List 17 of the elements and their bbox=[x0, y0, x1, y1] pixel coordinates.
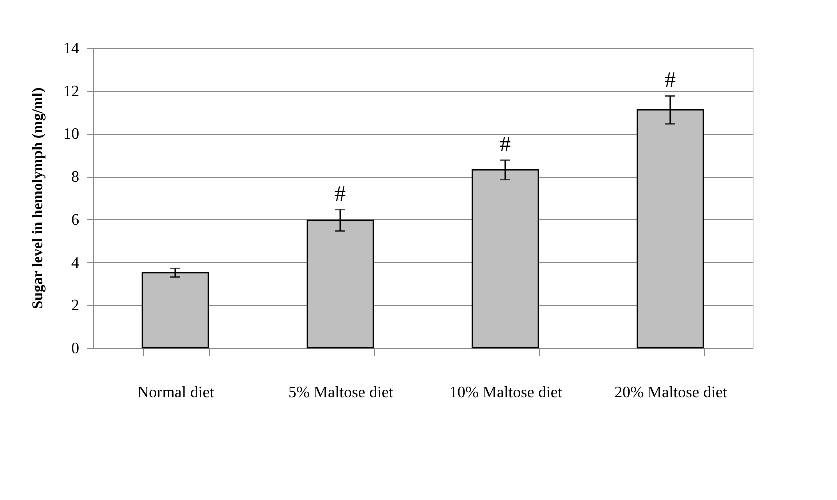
y-axis-title: Sugar level in hemolymph (mg/ml) bbox=[30, 88, 46, 310]
annotation: # bbox=[665, 67, 676, 92]
y-tick-label: 6 bbox=[72, 212, 80, 229]
y-tick-label: 2 bbox=[72, 298, 80, 315]
y-tick-label: 12 bbox=[64, 83, 80, 100]
y-tick-label: 4 bbox=[72, 254, 80, 272]
y-tick-label: 8 bbox=[72, 169, 80, 186]
bar bbox=[142, 272, 210, 349]
y-tick-label: 14 bbox=[64, 40, 80, 58]
annotation: # bbox=[335, 180, 346, 206]
x-tick-label: 5% Maltose diet bbox=[288, 384, 394, 402]
x-tick-label: 20% Maltose diet bbox=[614, 384, 728, 402]
y-tick-label: 0 bbox=[72, 340, 80, 358]
y-tick-label: 10 bbox=[64, 126, 80, 144]
x-tick-label: 10% Maltose diet bbox=[450, 384, 563, 402]
x-tick-label: Normal diet bbox=[138, 384, 215, 402]
annotation: # bbox=[500, 132, 511, 156]
